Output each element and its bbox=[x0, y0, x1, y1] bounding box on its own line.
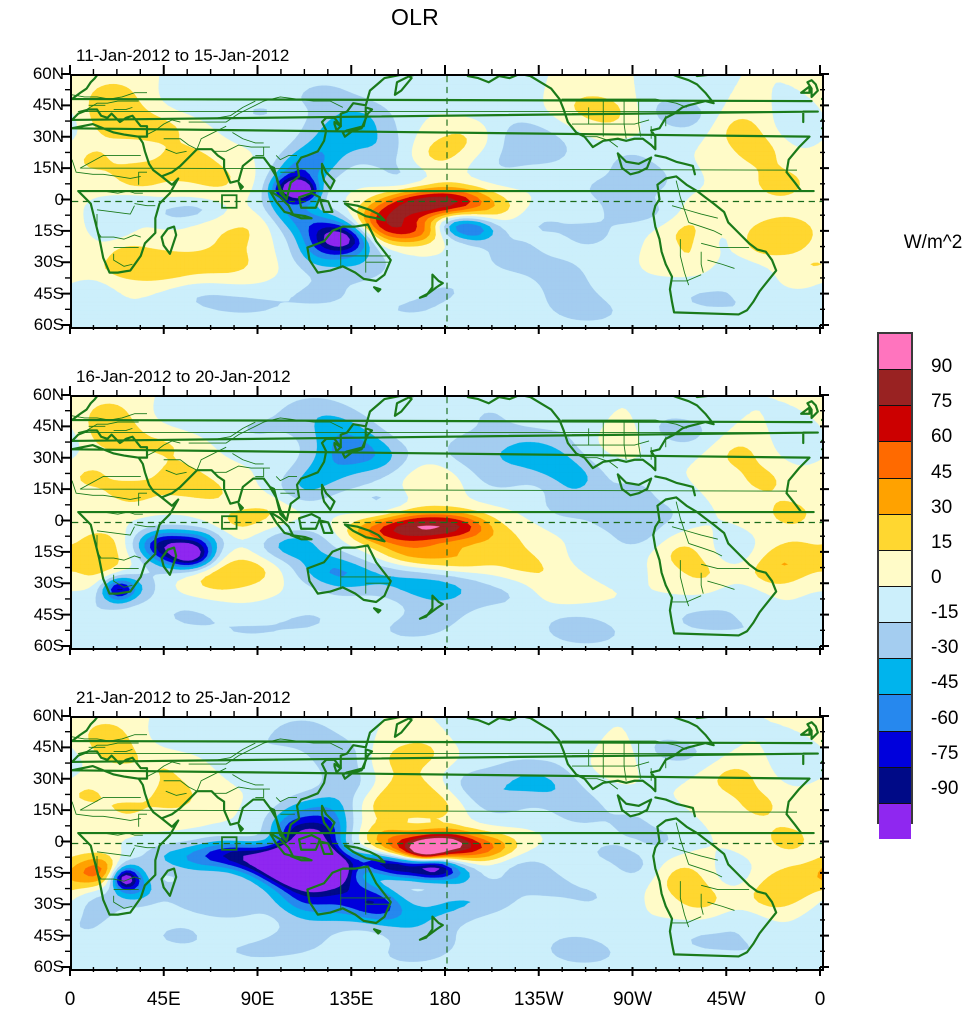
y-tick-label: 0 bbox=[54, 189, 64, 209]
colorbar-tick-label: 60 bbox=[931, 426, 953, 448]
x-tick-label: 0 bbox=[64, 989, 76, 1010]
x-tick-label: 90E bbox=[240, 989, 275, 1010]
x-tick-label: 45W bbox=[706, 989, 746, 1010]
y-tick-label: 45N bbox=[32, 95, 64, 115]
map-panel-2: 16-Jan-2012 to 20-Jan-2012 60N 45N 30N 15N 0 1… bbox=[33, 367, 829, 655]
y-tick-label: 30S bbox=[33, 894, 64, 914]
colorbar-band bbox=[879, 477, 911, 514]
map-panel-1: 11-Jan-2012 to 15-Jan-2012 60N 45N 30N 15N 0 1… bbox=[33, 46, 829, 334]
y-tick-label: 45S bbox=[33, 604, 64, 624]
y-tick-label: 60S bbox=[33, 315, 64, 334]
y-tick-label: 60S bbox=[33, 957, 64, 976]
y-tick-label: 0 bbox=[54, 831, 64, 851]
y-tick-label: 15S bbox=[33, 220, 64, 240]
y-tick-label: 45S bbox=[33, 925, 64, 945]
y-tick-label: 30N bbox=[32, 126, 64, 146]
colorbar-band bbox=[879, 766, 911, 803]
colorbar-band bbox=[879, 441, 911, 478]
y-tick-label: 30N bbox=[32, 447, 64, 467]
colorbar-band bbox=[879, 802, 911, 839]
colorbar-tick-label: 45 bbox=[931, 461, 953, 483]
colorbar-band bbox=[879, 658, 911, 695]
y-tick-label: 15N bbox=[32, 800, 64, 820]
colorbar bbox=[877, 332, 913, 839]
y-tick-label: 15S bbox=[33, 541, 64, 561]
y-tick-label: 30S bbox=[33, 252, 64, 272]
colorbar-band bbox=[879, 369, 911, 406]
colorbar-band bbox=[879, 513, 911, 550]
panel-title-3: 21-Jan-2012 to 25-Jan-2012 bbox=[76, 688, 291, 707]
x-tick-label: 45E bbox=[146, 989, 181, 1010]
y-tick-label: 45N bbox=[32, 416, 64, 436]
colorbar-tick-label: -90 bbox=[931, 777, 959, 799]
colorbar-band bbox=[879, 622, 911, 659]
y-tick-label: 45S bbox=[33, 283, 64, 303]
map-plot-area-1 bbox=[70, 74, 824, 329]
map-panel-3: 21-Jan-2012 to 25-Jan-2012 60N 45N 30N 15N 0 1… bbox=[33, 688, 829, 976]
y-tick-label: 60S bbox=[33, 636, 64, 655]
x-tick-label: 0 bbox=[814, 989, 826, 1010]
colorbar-tick-label: -75 bbox=[931, 742, 959, 764]
y-axis-labels-3: 60N 45N 30N 15N 0 15S 30S 45S 60S bbox=[8, 706, 64, 976]
colorbar-tick-label: 90 bbox=[931, 356, 953, 378]
colorbar-tick-label: -30 bbox=[931, 637, 959, 659]
y-tick-label: 60N bbox=[32, 706, 64, 725]
colorbar-band bbox=[879, 334, 911, 370]
colorbar-tick-label: -45 bbox=[931, 672, 959, 694]
colorbar-tick-label: -60 bbox=[931, 707, 959, 729]
colorbar-band bbox=[879, 694, 911, 731]
x-tick-label: 135W bbox=[513, 989, 564, 1010]
y-tick-label: 60N bbox=[32, 64, 64, 83]
y-axis-labels-1: 60N 45N 30N 15N 0 15S 30S 45S 60S bbox=[8, 64, 64, 334]
y-tick-label: 0 bbox=[54, 510, 64, 530]
colorbar-tick-label: 0 bbox=[931, 567, 942, 588]
x-tick-label: 135E bbox=[329, 989, 374, 1010]
map-plot-area-3 bbox=[70, 716, 824, 971]
y-tick-label: 60N bbox=[32, 385, 64, 404]
colorbar-band bbox=[879, 405, 911, 442]
panel-title-1: 11-Jan-2012 to 15-Jan-2012 bbox=[76, 46, 290, 65]
panel-title-2: 16-Jan-2012 to 20-Jan-2012 bbox=[76, 367, 291, 386]
y-tick-label: 30S bbox=[33, 573, 64, 593]
figure-title: OLR bbox=[391, 4, 439, 30]
x-tick-label: 180 bbox=[429, 989, 461, 1010]
y-tick-label: 15N bbox=[32, 479, 64, 499]
y-axis-labels-2: 60N 45N 30N 15N 0 15S 30S 45S 60S bbox=[8, 385, 64, 655]
colorbar-units-label: W/m^2 bbox=[903, 232, 963, 253]
y-tick-label: 30N bbox=[32, 768, 64, 788]
y-tick-label: 15S bbox=[33, 862, 64, 882]
colorbar-band bbox=[879, 549, 911, 586]
colorbar-tick-label: 15 bbox=[931, 531, 953, 553]
colorbar-band bbox=[879, 730, 911, 767]
x-tick-label: 90W bbox=[612, 989, 653, 1010]
colorbar-tick-label: 75 bbox=[931, 391, 953, 413]
map-plot-area-2 bbox=[70, 395, 824, 650]
y-tick-label: 45N bbox=[32, 737, 64, 757]
colorbar-tick-label: 30 bbox=[931, 496, 953, 518]
colorbar-band bbox=[879, 585, 911, 623]
colorbar-tick-label: -15 bbox=[931, 602, 959, 624]
y-tick-label: 15N bbox=[32, 158, 64, 178]
